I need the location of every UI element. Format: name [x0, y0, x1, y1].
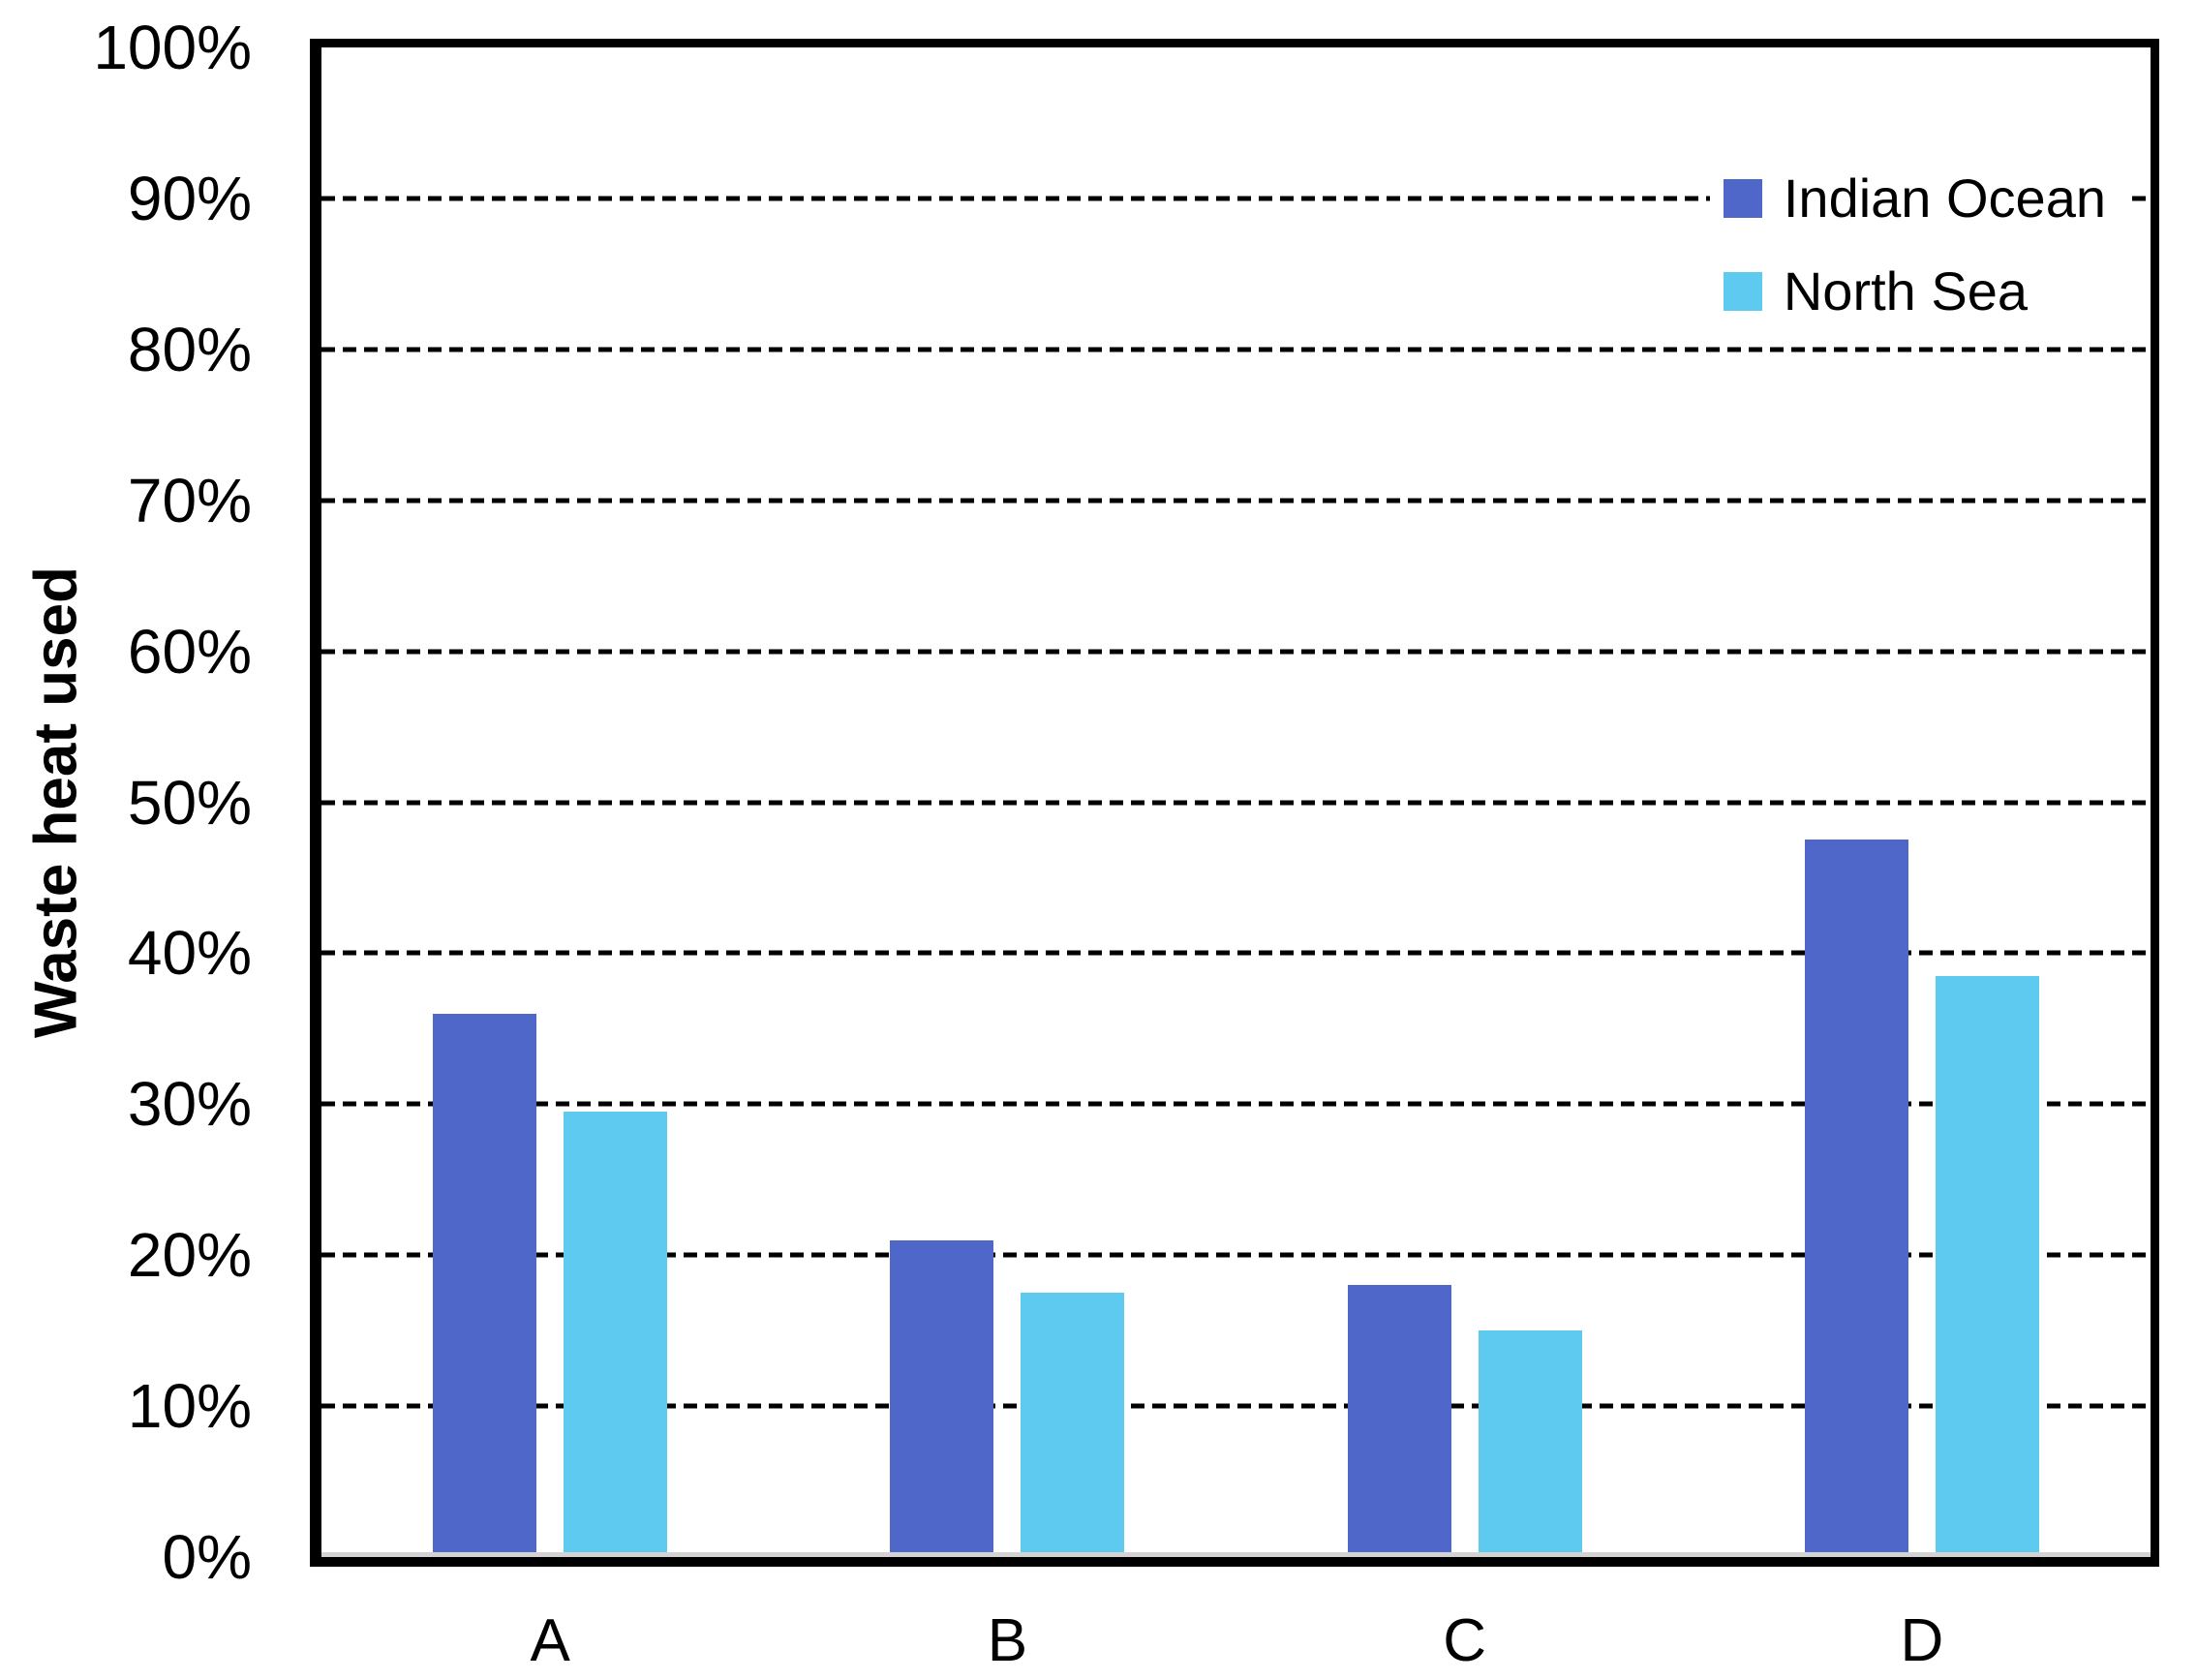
plot-area: Indian Ocean North Sea [310, 39, 2159, 1567]
bar-indian-ocean-b [890, 1239, 994, 1557]
x-category-label-a: A [530, 1607, 570, 1674]
x-axis-baseline-shadow [321, 1552, 2151, 1557]
x-axis-category-labels: A B C D [321, 1603, 2151, 1680]
bar-indian-ocean-c [1347, 1285, 1451, 1557]
y-tick-label-30%: 30% [127, 1069, 252, 1140]
legend-label-indian-ocean: Indian Ocean [1783, 168, 2106, 229]
y-tick-label-50%: 50% [127, 767, 252, 838]
y-tick-label-70%: 70% [127, 465, 252, 535]
y-tick-label-80%: 80% [127, 314, 252, 384]
gridline-90% [321, 196, 2151, 201]
gridline-20% [321, 1252, 2151, 1258]
gridline-70% [321, 498, 2151, 504]
legend-item-indian-ocean: Indian Ocean [1723, 168, 2106, 229]
y-axis-tick-labels: 0% 10% 20% 30% 40% 50% 60% 70% 80% 90% 100% [0, 16, 252, 1588]
y-tick-label-20%: 20% [127, 1220, 252, 1291]
y-tick-label-0%: 0% [162, 1522, 253, 1592]
y-tick-label-100%: 100% [93, 13, 252, 82]
y-tick-label-60%: 60% [127, 616, 252, 687]
gridline-50% [321, 800, 2151, 805]
x-category-label-c: C [1443, 1607, 1487, 1674]
legend-swatch-indian-ocean [1723, 179, 1762, 218]
y-tick-label-10%: 10% [127, 1371, 252, 1442]
gridline-60% [321, 649, 2151, 655]
bar-north-sea-d [1935, 975, 2039, 1557]
y-tick-label-40%: 40% [127, 918, 252, 989]
x-category-label-d: D [1900, 1607, 1944, 1674]
gridline-80% [321, 347, 2151, 352]
legend-swatch-north-sea [1723, 272, 1762, 311]
gridline-40% [321, 950, 2151, 956]
bar-indian-ocean-d [1804, 840, 1908, 1557]
legend: Indian Ocean North Sea [1709, 162, 2125, 332]
bar-north-sea-c [1478, 1330, 1582, 1557]
gridline-10% [321, 1403, 2151, 1409]
bar-north-sea-a [564, 1112, 668, 1557]
y-tick-label-90%: 90% [127, 163, 252, 233]
plot-inner: Indian Ocean North Sea [321, 47, 2151, 1557]
bar-indian-ocean-a [433, 1013, 537, 1557]
bar-north-sea-b [1021, 1293, 1125, 1557]
x-category-label-b: B [987, 1607, 1028, 1674]
legend-label-north-sea: North Sea [1783, 260, 2028, 321]
legend-item-north-sea: North Sea [1723, 260, 2106, 321]
gridline-30% [321, 1101, 2151, 1107]
